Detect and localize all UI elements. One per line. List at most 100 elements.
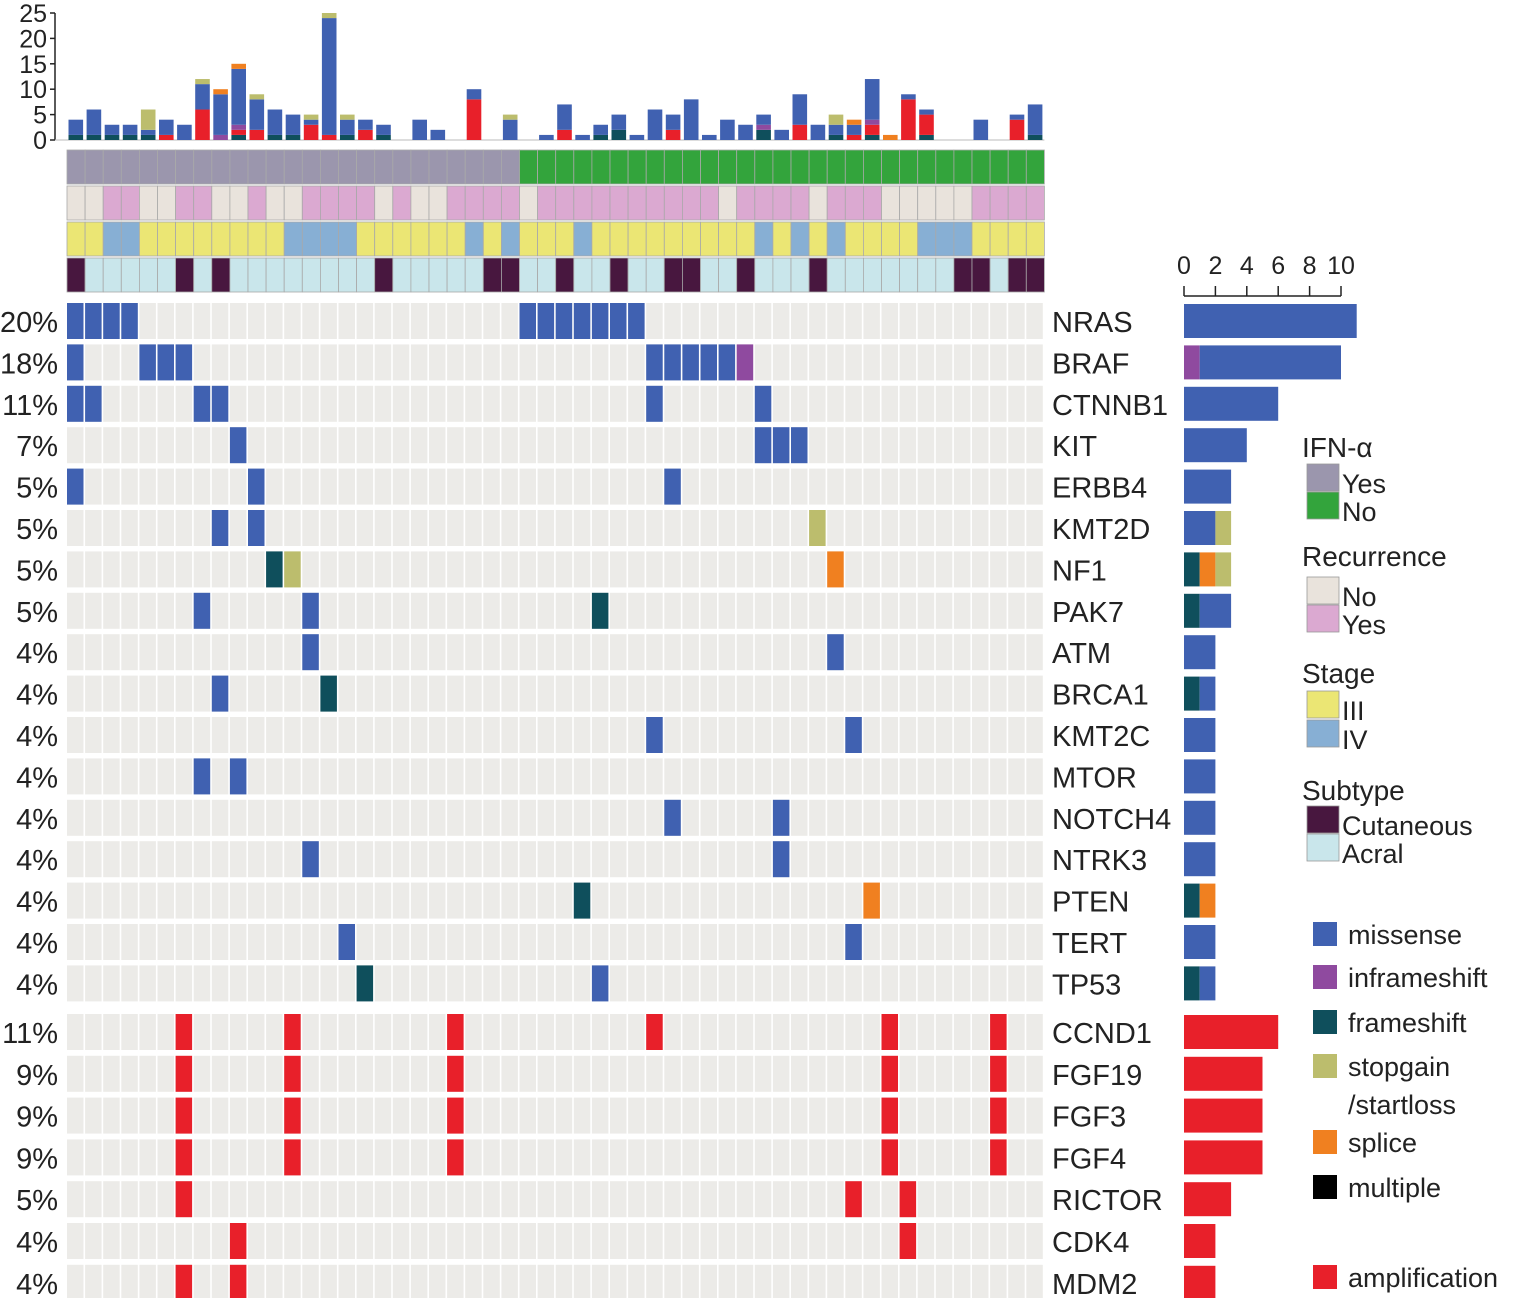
gene-row-background-cell — [610, 592, 627, 629]
gene-row-background-cell — [863, 799, 880, 836]
gene-row-background-cell — [121, 344, 138, 381]
gene-row-background-cell — [429, 592, 446, 629]
gene-row-background-cell — [972, 1014, 989, 1050]
gene-row-background-cell — [157, 675, 174, 712]
gene-row-background-cell — [447, 634, 464, 671]
gene-row-background-cell — [465, 468, 482, 505]
gene-row-background-cell — [193, 344, 211, 381]
gene-row-background-cell — [67, 1014, 84, 1050]
gene-row-background-cell — [1026, 841, 1043, 878]
gene-row-background-cell — [1026, 1139, 1043, 1176]
gene-row-background-cell — [990, 551, 1007, 588]
gene-row-background-cell — [1026, 468, 1043, 505]
gene-row-background-cell — [573, 1014, 591, 1050]
gene-row-background-cell — [392, 1055, 410, 1092]
gene-row-background-cell — [483, 799, 500, 836]
gene-row-background-cell — [935, 344, 953, 381]
gene-row-background-cell — [899, 882, 917, 919]
gene-row-background-cell — [736, 841, 754, 878]
gene-row-background-cell — [700, 1097, 717, 1134]
gene-row-background-cell — [193, 427, 211, 464]
gene-row-background-cell — [374, 510, 392, 546]
gene-row-background-cell — [157, 385, 174, 422]
gene-row-background-cell — [628, 758, 645, 795]
gene-row-background-cell — [229, 303, 247, 339]
gene-row-background-cell — [356, 1139, 374, 1176]
gene-row-background-cell — [1008, 1139, 1025, 1176]
gene-row-background-cell — [193, 1264, 211, 1298]
gene-row-background-cell — [302, 717, 319, 753]
gene-row-background-cell — [447, 675, 464, 712]
gene-row-background-cell — [392, 1097, 410, 1134]
annotation-subtype-cell — [736, 257, 756, 293]
gene-row-background-cell — [899, 841, 917, 878]
gene-row-background-cell — [881, 882, 898, 919]
gene-row-background-cell — [990, 1264, 1007, 1298]
alteration-cell — [899, 1181, 917, 1218]
gene-row-background-cell — [863, 1181, 880, 1218]
gene-row-background-cell — [392, 882, 410, 919]
gene-row-background-cell — [791, 1181, 808, 1218]
gene-row-background-cell — [718, 1097, 736, 1134]
top-bar-segment — [774, 129, 789, 140]
gene-row-background-cell — [157, 1097, 174, 1134]
gene-row-background-cell — [429, 427, 446, 464]
gene-row-background-cell — [573, 1181, 591, 1218]
gene-row-background-cell — [374, 385, 392, 422]
gene-row-background-cell — [266, 385, 283, 422]
gene-row-background-cell — [175, 758, 193, 795]
gene-row-background-cell — [791, 1097, 808, 1134]
gene-row-background-cell — [356, 675, 374, 712]
gene-row-background-cell — [356, 385, 374, 422]
annotation-ifn-cell — [663, 149, 683, 185]
gene-row-background-cell — [664, 882, 681, 919]
gene-row-background-cell — [139, 841, 156, 878]
gene-row-background-cell — [610, 965, 627, 1002]
gene-row-background-cell — [410, 634, 428, 671]
annotation-ifn-cell — [519, 149, 539, 185]
annotation-recurrence-cell — [1007, 185, 1027, 221]
annotation-stage-cell — [609, 221, 629, 257]
gene-row-background-cell — [410, 965, 428, 1002]
gene-row-background-cell — [881, 717, 898, 753]
legend-mutation-label: amplification — [1348, 1263, 1498, 1293]
gene-row-background-cell — [682, 1014, 699, 1050]
gene-row-background-cell — [139, 634, 156, 671]
annotation-ifn-cell — [881, 149, 901, 185]
gene-row-background-cell — [338, 1097, 355, 1134]
gene-row-background-cell — [519, 468, 536, 505]
top-bar-segment — [195, 84, 210, 110]
gene-row-background-cell — [193, 510, 211, 546]
gene-row-background-cell — [899, 675, 917, 712]
gene-row-background-cell — [990, 510, 1007, 546]
gene-row-background-cell — [700, 1014, 717, 1050]
gene-row-background-cell — [211, 427, 229, 464]
legend-mutation-swatch — [1313, 965, 1337, 989]
gene-row-background-cell — [374, 1097, 392, 1134]
gene-row-background-cell — [429, 551, 446, 588]
gene-row-background-cell — [139, 427, 156, 464]
gene-row-background-cell — [465, 758, 482, 795]
gene-row-background-cell — [718, 551, 736, 588]
gene-row-background-cell — [555, 1139, 573, 1176]
gene-row-background-cell — [356, 1097, 374, 1134]
gene-row-background-cell — [519, 1181, 536, 1218]
gene-row-background-cell — [845, 1055, 862, 1092]
gene-row-background-cell — [827, 427, 844, 464]
gene-count-bar-segment — [1184, 925, 1216, 959]
gene-row-background-cell — [447, 385, 464, 422]
gene-row-background-cell — [664, 717, 681, 753]
gene-row-background-cell — [483, 634, 500, 671]
annotation-subtype-cell — [899, 257, 919, 293]
right-axis-label: 10 — [1327, 252, 1355, 280]
gene-row-background-cell — [682, 634, 699, 671]
top-bar-segment — [231, 134, 246, 140]
gene-row-background-cell — [103, 1055, 120, 1092]
alteration-cell — [772, 427, 790, 464]
gene-name-label: CCND1 — [1052, 1018, 1152, 1050]
annotation-recurrence-cell — [663, 185, 683, 221]
gene-row-background-cell — [483, 427, 500, 464]
gene-row-background-cell — [302, 675, 319, 712]
gene-row-background-cell — [229, 675, 247, 712]
legend-mutation-label: frameshift — [1348, 1008, 1467, 1038]
